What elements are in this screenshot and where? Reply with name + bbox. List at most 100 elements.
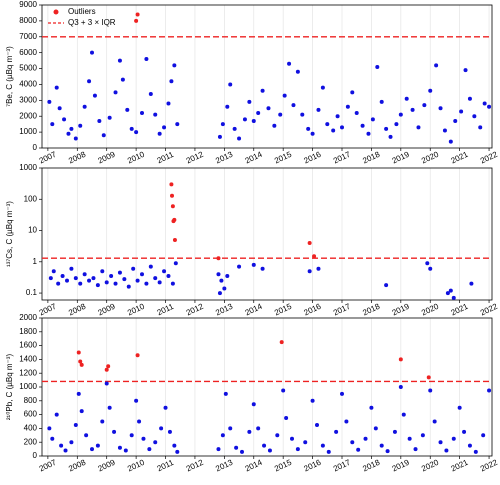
data-point [104,280,109,285]
data-point [478,125,483,130]
data-point [462,429,467,434]
data-point [307,240,312,245]
data-point [148,264,153,269]
data-point [420,433,425,438]
data-point [141,436,146,441]
data-point [401,412,406,417]
data-point [140,272,144,277]
data-point [170,281,175,286]
data-point [459,109,464,114]
data-point [76,391,81,396]
data-point [410,107,415,112]
data-point [284,416,289,421]
data-point [135,12,140,17]
data-point [173,261,178,266]
data-point [54,85,59,90]
data-point [448,288,453,293]
data-point [344,419,349,424]
data-point [442,128,447,133]
x-tick-label: 2019 [391,302,411,318]
data-point [167,429,172,434]
x-tick-label: 2013 [214,302,234,318]
x-tick-label: 2008 [67,302,87,318]
data-point [172,217,177,222]
data-point [345,104,350,109]
plot-frame [41,167,493,301]
data-point [104,381,109,386]
data-point [95,283,100,288]
data-point [384,283,389,288]
data-point [413,447,418,452]
data-point [354,111,359,116]
data-point [172,63,177,68]
data-point [66,131,71,136]
data-point [117,58,122,63]
data-point [153,440,158,445]
y-tick-label: 100 [24,194,38,203]
data-point [325,122,330,127]
data-point [112,429,117,434]
x-tick-label: 2011 [156,458,176,474]
data-point [266,106,271,111]
data-point [50,436,55,441]
data-point [438,440,443,445]
data-point [315,422,319,427]
data-point [467,443,472,448]
data-point [222,286,227,291]
x-tick-label: 2022 [479,150,499,166]
data-point [256,426,261,431]
data-point [217,134,222,139]
data-point [131,266,136,271]
data-point [425,261,430,266]
data-point [147,447,152,452]
data-point [217,291,222,296]
x-tick-label: 2010 [126,302,146,318]
x-tick-label: 2011 [156,302,176,318]
data-point [379,443,384,448]
data-point [398,357,403,362]
data-point [404,96,409,101]
data-point [129,126,134,131]
x-tick-label: 2017 [332,458,352,474]
y-tick-label: 10 [28,226,37,235]
data-point [163,405,168,410]
data-point [300,112,305,117]
plot-frame [41,4,493,149]
data-point [457,405,462,410]
data-point [438,106,443,111]
data-point [73,136,78,141]
data-point [350,90,355,95]
data-point [84,433,89,438]
data-point [247,99,252,104]
data-point [159,426,164,431]
data-point [392,429,397,434]
data-point [303,440,308,445]
y-tick-label: 2000 [19,313,37,322]
x-tick-label: 2012 [185,150,205,166]
data-point [107,405,112,410]
x-tick-label: 2010 [126,458,146,474]
data-point [428,388,433,393]
data-point [394,122,399,127]
data-point [291,103,296,108]
x-tick-label: 2016 [302,458,322,474]
data-point [144,57,149,62]
data-point [69,440,74,445]
data-point [109,274,114,279]
data-point [366,131,371,136]
y-tick-label: 800 [24,396,38,405]
x-tick-label: 2013 [214,458,234,474]
data-point [216,272,221,277]
data-point [101,133,106,138]
data-point [170,204,175,209]
data-point [295,447,300,452]
data-point [87,79,92,84]
x-tick-label: 2014 [244,302,264,318]
data-point [232,126,237,131]
x-tick-label: 2009 [97,458,117,474]
data-point [104,367,109,372]
data-point [228,82,233,87]
data-point [219,278,224,283]
data-point [100,419,105,424]
data-point [287,61,292,66]
